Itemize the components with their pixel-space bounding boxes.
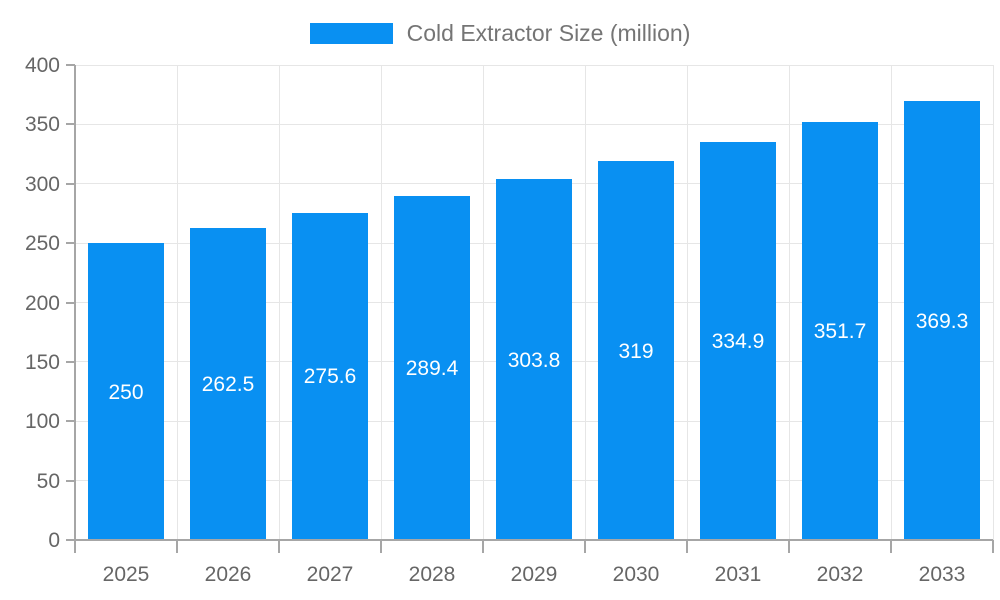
x-axis-tick	[176, 540, 178, 553]
y-axis-label: 350	[24, 113, 60, 137]
bar-value-label: 334.9	[711, 330, 765, 354]
x-axis-line	[75, 539, 993, 541]
bar	[292, 212, 368, 539]
bar	[700, 142, 776, 539]
x-axis-label: 2029	[510, 563, 558, 586]
bar-value-label: 351.7	[813, 320, 867, 344]
gridline	[278, 65, 280, 540]
y-axis-tick	[66, 182, 75, 185]
y-axis-tick	[66, 539, 75, 541]
x-axis-tick	[686, 540, 688, 553]
x-axis-label: 2032	[816, 563, 864, 586]
y-axis-tick	[66, 479, 75, 482]
bar-value-label: 319	[618, 339, 654, 363]
bar	[394, 196, 470, 539]
gridline	[482, 65, 484, 540]
x-axis-label: 2030	[612, 563, 660, 586]
y-axis-tick	[66, 242, 75, 245]
bar-value-label: 289.4	[405, 357, 459, 381]
x-axis-tick	[74, 540, 76, 553]
x-axis-tick	[890, 540, 892, 553]
y-axis-label: 150	[24, 350, 60, 374]
bar	[802, 122, 878, 539]
gridline	[380, 65, 382, 540]
gridline	[788, 65, 790, 540]
y-axis-label: 50	[36, 469, 60, 493]
bar-value-label: 369.3	[915, 309, 969, 333]
gridline	[75, 64, 993, 66]
y-axis-label: 250	[24, 232, 60, 256]
x-axis-label: 2031	[714, 563, 762, 586]
y-axis-label: 400	[24, 54, 60, 77]
y-axis-line	[74, 65, 76, 541]
y-axis-label: 200	[24, 291, 60, 315]
x-axis-tick	[278, 540, 280, 553]
x-axis-tick	[584, 540, 586, 553]
y-axis-tick	[66, 301, 75, 304]
legend-item[interactable]: Cold Extractor Size (million)	[0, 20, 1000, 47]
gridline	[686, 65, 688, 540]
bar-value-label: 262.5	[201, 373, 255, 397]
gridline	[176, 65, 178, 540]
bar	[496, 179, 572, 539]
bar-value-label: 275.6	[303, 365, 357, 389]
x-axis-tick	[992, 540, 994, 553]
bar	[598, 161, 674, 539]
y-axis-tick	[66, 420, 75, 423]
x-axis-tick	[482, 540, 484, 553]
y-axis-label: 100	[24, 410, 60, 434]
x-axis-label: 2028	[408, 563, 456, 586]
x-axis-tick	[788, 540, 790, 553]
y-axis-tick	[66, 360, 75, 363]
bar	[904, 101, 980, 539]
x-axis-label: 2026	[204, 563, 252, 586]
y-axis-label: 300	[24, 172, 60, 196]
bar-value-label: 250	[108, 380, 144, 404]
bar	[190, 228, 266, 539]
gridline	[890, 65, 892, 540]
legend-label: Cold Extractor Size (million)	[406, 20, 691, 46]
x-axis-tick	[380, 540, 382, 553]
y-axis-tick	[66, 123, 75, 126]
x-axis-label: 2025	[102, 563, 150, 586]
x-axis-label: 2033	[918, 563, 966, 586]
gridline	[992, 65, 994, 540]
bar	[88, 243, 164, 539]
y-axis-tick	[66, 64, 75, 66]
gridline	[75, 123, 993, 125]
x-axis-label: 2027	[306, 563, 354, 586]
legend-swatch-icon	[309, 23, 393, 44]
gridline	[584, 65, 586, 540]
y-axis-label: 0	[48, 529, 60, 552]
bar-value-label: 303.8	[507, 348, 561, 372]
